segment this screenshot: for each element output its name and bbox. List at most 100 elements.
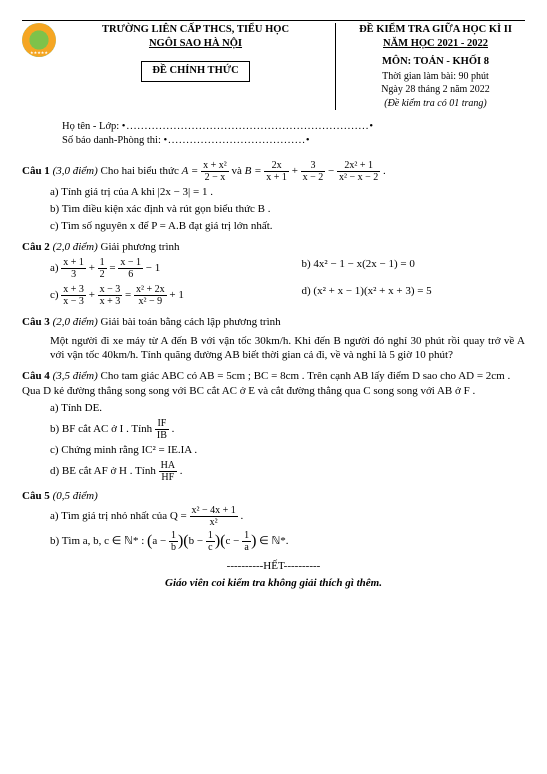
- dots: •.......................................…: [122, 121, 374, 132]
- q1-b: b) Tìm điều kiện xác định và rút gọn biể…: [50, 202, 525, 217]
- q2-row-ab: a) x + 13 + 12 = x − 16 − 1 b) 4x² − 1 −…: [22, 255, 525, 282]
- frac-den: x² − x − 2: [337, 172, 380, 183]
- frac-den: x²: [190, 517, 238, 528]
- q2-b: b) 4x² − 1 − x(2x − 1) = 0: [302, 257, 526, 280]
- plus: +: [292, 165, 301, 177]
- frac-num: x² + 2x: [134, 284, 167, 296]
- q1-B3: 2x² + 1 x² − x − 2: [337, 160, 380, 183]
- school-logo-icon: [22, 23, 56, 57]
- sbd-label: Số báo danh-Phòng thi:: [62, 135, 161, 146]
- name-label: Họ tên - Lớp:: [62, 121, 119, 132]
- frac-den: a: [242, 542, 251, 553]
- school-line2: NGÔI SAO HÀ NỘI: [64, 37, 327, 51]
- frac-num: 1: [242, 530, 251, 542]
- q2-head: Câu 2: [22, 241, 50, 253]
- q5-b: b) Tìm a, b, c ∈ ℕ* : (a − 1b)(b − 1c)(c…: [50, 530, 525, 553]
- frac-den: 3: [61, 269, 86, 280]
- frac-den: b: [169, 542, 178, 553]
- frac-den: c: [206, 542, 215, 553]
- q4-d: d) BE cắt AF ở H . Tính HAHF .: [50, 460, 525, 483]
- frac-num: x + 3: [61, 284, 86, 296]
- q4-a: a) Tính DE.: [50, 401, 525, 416]
- minus: −: [328, 165, 337, 177]
- frac-den: HF: [159, 472, 177, 483]
- frac-num: x − 1: [118, 257, 143, 269]
- q5-head: Câu 5: [22, 490, 50, 502]
- q4-pts: (3,5 điểm): [53, 370, 98, 382]
- header-left: TRƯỜNG LIÊN CẤP THCS, TIỂU HỌC NGÔI SAO …: [64, 23, 327, 110]
- exam-subject: MÔN: TOÁN - KHỐI 8: [346, 55, 525, 69]
- t: c −: [225, 536, 242, 548]
- q1-B-lhs: B =: [245, 165, 262, 177]
- t: b −: [189, 536, 206, 548]
- q1-B2: 3 x − 2: [301, 160, 326, 183]
- name-row: Họ tên - Lớp: •.........................…: [62, 120, 525, 134]
- frac-num: 1: [98, 257, 107, 269]
- question-1: Câu 1 (3,0 điểm) Cho hai biểu thức A = x…: [22, 160, 525, 234]
- question-4: Câu 4 (3,5 điểm) Cho tam giác ABC có AB …: [22, 369, 525, 482]
- frac-num: x + 1: [61, 257, 86, 269]
- frac-num: HA: [159, 460, 177, 472]
- official-stamp: ĐỀ CHÍNH THỨC: [141, 61, 249, 81]
- header-right: ĐỀ KIỂM TRA GIỮA HỌC KÌ II NĂM HỌC 2021 …: [335, 23, 525, 110]
- q1-pts: (3,0 điểm): [53, 165, 98, 177]
- frac-den: 2: [98, 269, 107, 280]
- footer-note: Giáo viên coi kiểm tra không giải thích …: [22, 576, 525, 591]
- exam-pages: (Đề kiểm tra có 01 trang): [346, 97, 525, 111]
- q5-b-tail: ∈ ℕ*.: [259, 536, 288, 548]
- q2-a-tail: − 1: [146, 262, 160, 274]
- q2-text: Giải phương trình: [101, 241, 180, 253]
- frac-num: x² − 4x + 1: [190, 505, 238, 517]
- period: .: [383, 165, 386, 177]
- q1-text-a: Cho hai biểu thức: [101, 165, 182, 177]
- frac-den: 6: [118, 269, 143, 280]
- frac-den: x + 3: [98, 296, 123, 307]
- dots: •......................................•: [164, 135, 311, 146]
- q2-pts: (2,0 điểm): [53, 241, 98, 253]
- end-marker: ----------HẾT----------: [22, 559, 525, 574]
- frac-den: x − 3: [61, 296, 86, 307]
- q1-A-lhs: A =: [182, 165, 199, 177]
- frac-den: x + 1: [264, 172, 289, 183]
- sbd-row: Số báo danh-Phòng thi: •................…: [62, 134, 525, 148]
- q3-pts: (2,0 điểm): [53, 316, 98, 328]
- q1-head: Câu 1: [22, 165, 50, 177]
- q4-d-pre: d) BE cắt AF ở H . Tính: [50, 465, 159, 477]
- frac-num: IF: [155, 418, 169, 430]
- q4-c: c) Chứng minh rằng IC² = IE.IA .: [50, 443, 525, 458]
- q1-text-b: và: [232, 165, 245, 177]
- q2-d: d) (x² + x − 1)(x² + x + 3) = 5: [302, 284, 526, 307]
- q5-a-pre: a) Tìm giá trị nhỏ nhất của Q =: [50, 511, 190, 523]
- frac-num: 3: [301, 160, 326, 172]
- q3-head: Câu 3: [22, 316, 50, 328]
- exam-date: Ngày 28 tháng 2 năm 2022: [346, 83, 525, 97]
- q4-b-pre: b) BF cắt AC ở I . Tính: [50, 423, 155, 435]
- frac-den: 2 − x: [201, 172, 229, 183]
- header: TRƯỜNG LIÊN CẤP THCS, TIỂU HỌC NGÔI SAO …: [22, 23, 525, 110]
- frac-num: 2x² + 1: [337, 160, 380, 172]
- school-line1: TRƯỜNG LIÊN CẤP THCS, TIỂU HỌC: [64, 23, 327, 37]
- q1-c: c) Tìm số nguyên x để P = A.B đạt giá tr…: [50, 219, 525, 234]
- q2-a: a) x + 13 + 12 = x − 16 − 1: [50, 257, 274, 280]
- exam-duration: Thời gian làm bài: 90 phút: [346, 70, 525, 84]
- frac-den: x − 2: [301, 172, 326, 183]
- question-3: Câu 3 (2,0 điểm) Giải bài toán bằng cách…: [22, 315, 525, 364]
- frac-den: IB: [155, 430, 169, 441]
- q5-a: a) Tìm giá trị nhỏ nhất của Q = x² − 4x …: [50, 505, 525, 528]
- frac-den: x² − 9: [134, 296, 167, 307]
- q1-a: a) Tính giá trị của A khi |2x − 3| = 1 .: [50, 185, 525, 200]
- q2-row-cd: c) x + 3x − 3 + x − 3x + 3 = x² + 2xx² −…: [22, 282, 525, 309]
- student-info: Họ tên - Lớp: •.........................…: [62, 120, 525, 148]
- frac-num: 2x: [264, 160, 289, 172]
- question-5: Câu 5 (0,5 điểm) a) Tìm giá trị nhỏ nhất…: [22, 489, 525, 554]
- q3-text: Giải bài toán bằng cách lập phương trình: [101, 316, 281, 328]
- frac-num: 1: [169, 530, 178, 542]
- top-rule: [22, 20, 525, 21]
- q1-B1: 2x x + 1: [264, 160, 289, 183]
- question-2: Câu 2 (2,0 điểm) Giải phương trình a) x …: [22, 240, 525, 309]
- exam-title: ĐỀ KIỂM TRA GIỮA HỌC KÌ II: [346, 23, 525, 37]
- q4-b: b) BF cắt AC ở I . Tính IFIB .: [50, 418, 525, 441]
- q3-para: Một người đi xe máy từ A đến B với vận t…: [50, 334, 525, 364]
- exam-year: NĂM HỌC 2021 - 2022: [346, 37, 525, 51]
- t: a −: [152, 536, 169, 548]
